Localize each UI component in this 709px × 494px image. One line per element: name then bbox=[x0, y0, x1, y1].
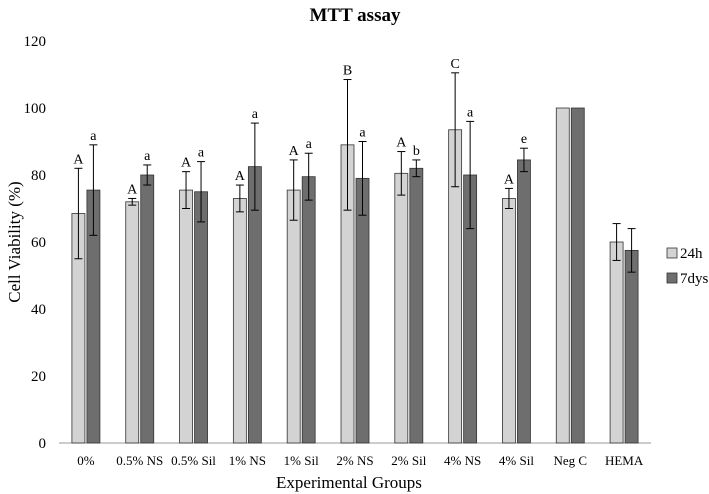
y-axis-ticks: 0 20 40 60 80 100 120 bbox=[24, 34, 47, 452]
bar-24h bbox=[609, 241, 624, 444]
significance-label: a bbox=[359, 126, 366, 141]
y-tick-label: 120 bbox=[24, 34, 47, 50]
bar-7dys bbox=[355, 177, 370, 444]
significance-label: A bbox=[235, 169, 246, 184]
bar-24h bbox=[179, 189, 193, 444]
bar-7dys bbox=[409, 167, 424, 444]
error-bar bbox=[197, 161, 206, 223]
bar-7dys bbox=[624, 249, 639, 444]
bar-24h bbox=[502, 198, 516, 444]
significance-label: a bbox=[467, 105, 474, 120]
x-tick-label: 1% NS bbox=[229, 453, 266, 468]
bar-24h bbox=[555, 107, 570, 444]
error-bar bbox=[304, 152, 313, 201]
x-tick-label: 0% bbox=[77, 453, 95, 468]
legend-label: 7dys bbox=[680, 271, 709, 287]
bars bbox=[71, 107, 639, 444]
error-bar bbox=[128, 197, 137, 206]
error-bar bbox=[289, 159, 298, 221]
error-bar bbox=[504, 187, 513, 209]
legend-swatch bbox=[666, 272, 678, 284]
error-bar bbox=[143, 164, 152, 186]
error-bar bbox=[235, 184, 244, 213]
significance-label: A bbox=[504, 172, 515, 187]
x-tick-label: 0.5% NS bbox=[116, 453, 163, 468]
error-bar bbox=[412, 159, 421, 178]
significance-label: A bbox=[289, 144, 300, 159]
error-bar bbox=[397, 151, 406, 196]
significance-label: A bbox=[181, 156, 192, 171]
y-tick-label: 100 bbox=[24, 101, 47, 117]
significance-label: b bbox=[413, 144, 420, 159]
significance-label: B bbox=[343, 64, 352, 79]
error-bar bbox=[627, 228, 636, 273]
bar-24h bbox=[232, 198, 247, 444]
significance-label: A bbox=[73, 152, 84, 167]
x-tick-label: Neg C bbox=[553, 453, 587, 468]
y-tick-label: 20 bbox=[31, 369, 46, 385]
error-bar bbox=[182, 171, 191, 209]
x-tick-label: 2% Sil bbox=[391, 453, 426, 468]
significance-label: A bbox=[127, 182, 138, 197]
bar-24h bbox=[394, 172, 409, 444]
bar-7dys bbox=[301, 176, 316, 444]
error-bars bbox=[74, 72, 636, 273]
legend-label: 24h bbox=[680, 246, 703, 262]
x-tick-label: 1% Sil bbox=[284, 453, 319, 468]
significance-label: a bbox=[306, 137, 313, 152]
error-bar bbox=[250, 122, 259, 211]
y-tick-label: 40 bbox=[31, 302, 46, 318]
bar-7dys bbox=[570, 107, 585, 444]
bar-24h bbox=[286, 189, 301, 444]
x-tick-label: 0.5% Sil bbox=[171, 453, 216, 468]
significance-labels: A A A A A B A C Aa a a a a a b a e bbox=[73, 57, 527, 198]
x-tick-label: HEMA bbox=[605, 453, 644, 468]
error-bar bbox=[466, 120, 475, 230]
significance-label: a bbox=[144, 149, 151, 164]
error-bar bbox=[451, 72, 460, 188]
bar-24h bbox=[125, 201, 140, 444]
error-bar bbox=[89, 144, 98, 236]
bar-7dys bbox=[194, 191, 208, 444]
error-bar bbox=[519, 147, 528, 173]
error-bar bbox=[358, 141, 367, 216]
x-tick-label: 4% NS bbox=[444, 453, 481, 468]
error-bar bbox=[612, 223, 621, 261]
chart-title: MTT assay bbox=[310, 5, 401, 26]
bar-7dys bbox=[517, 159, 531, 444]
significance-label: a bbox=[90, 129, 97, 144]
y-tick-label: 80 bbox=[31, 168, 46, 184]
significance-label: a bbox=[198, 146, 205, 161]
x-tick-label: 2% NS bbox=[336, 453, 373, 468]
significance-label: a bbox=[252, 107, 259, 122]
error-bar bbox=[343, 79, 352, 211]
error-bar bbox=[74, 167, 83, 260]
y-tick-label: 60 bbox=[31, 235, 46, 251]
x-tick-label: 4% Sil bbox=[499, 453, 534, 468]
significance-label: A bbox=[396, 136, 407, 151]
x-axis-ticks: 0% 0.5% NS 0.5% Sil 1% NS 1% Sil 2% NS 2% Sil 4… bbox=[77, 453, 644, 468]
y-tick-label: 0 bbox=[39, 436, 47, 452]
significance-label: C bbox=[450, 57, 459, 72]
legend: 24h 7dys bbox=[666, 246, 709, 287]
y-axis-label: Cell Viability (%) bbox=[5, 181, 24, 302]
significance-label: e bbox=[521, 132, 527, 147]
x-axis-label: Experimental Groups bbox=[276, 473, 422, 492]
bar-7dys bbox=[140, 174, 155, 444]
legend-swatch bbox=[666, 247, 678, 259]
